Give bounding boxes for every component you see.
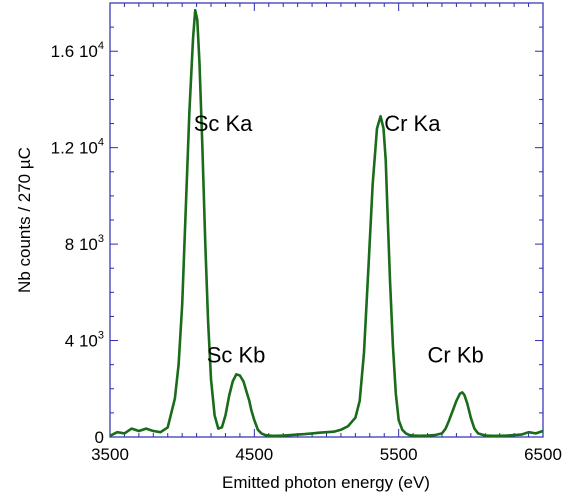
plot-frame: [109, 2, 544, 438]
peak-label: Sc Ka: [194, 111, 253, 136]
peak-label: Cr Ka: [384, 111, 441, 136]
y-tick-label: 4 103: [65, 330, 104, 351]
series-line: [109, 8, 544, 438]
peak-annotations: Sc Ka Cr Ka Sc Kb Cr Kb: [194, 111, 484, 367]
peak-label: Sc Kb: [207, 342, 266, 367]
y-tick-label: 1.6 104: [51, 40, 104, 61]
x-tick-label: 5500: [380, 445, 418, 464]
y-axis-ticks: 0 4 103 8 103 1.2 104 1.6 104: [51, 2, 543, 447]
x-axis-ticks: 3500 4500 5500 6500: [91, 3, 562, 464]
y-tick-label: 0: [95, 428, 104, 447]
x-axis-title: Emitted photon energy (eV): [222, 473, 430, 492]
peak-label: Cr Kb: [428, 342, 484, 367]
y-axis-title: Nb counts / 270 µC: [15, 147, 34, 293]
y-tick-label: 8 103: [65, 233, 104, 254]
y-tick-label: 1.2 104: [51, 137, 104, 158]
x-tick-label: 6500: [524, 445, 562, 464]
x-tick-label: 4500: [235, 445, 273, 464]
x-tick-label: 3500: [91, 445, 129, 464]
